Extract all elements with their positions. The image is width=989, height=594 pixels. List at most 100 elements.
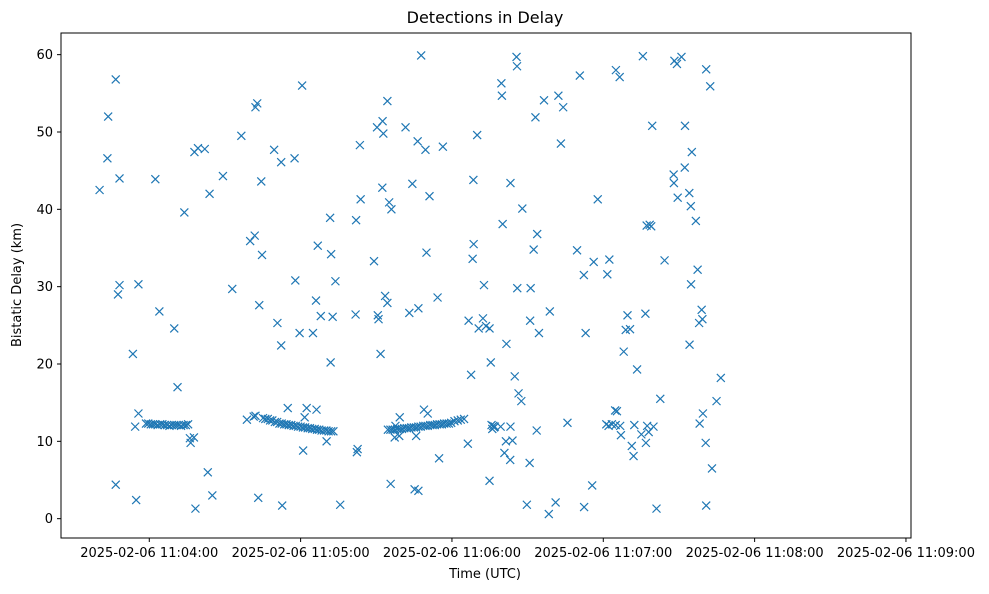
data-point [313, 241, 323, 251]
data-point [154, 306, 164, 316]
data-point [593, 194, 603, 204]
data-point [496, 78, 506, 88]
data-point [277, 501, 287, 510]
data-point [468, 175, 478, 185]
chart-title: Detections in Delay [407, 8, 564, 27]
data-point [411, 431, 421, 441]
data-point [456, 415, 466, 425]
data-point [579, 270, 589, 280]
data-point [687, 147, 697, 157]
data-point [295, 328, 305, 338]
data-point [499, 448, 509, 458]
data-point [685, 340, 694, 350]
data-point [173, 382, 182, 392]
data-point [464, 316, 474, 326]
data-point [102, 153, 112, 163]
data-point [680, 163, 690, 172]
y-tick-label: 0 [45, 512, 53, 527]
data-point [128, 349, 138, 359]
data-point [378, 129, 388, 138]
data-point [330, 276, 340, 286]
data-point [283, 403, 293, 413]
data-point [716, 373, 726, 383]
plot-frame [60, 32, 912, 539]
data-point [478, 313, 488, 323]
data-point [505, 455, 515, 465]
data-point [647, 121, 657, 131]
data-point [680, 121, 690, 131]
data-point [111, 74, 121, 84]
data-point [115, 280, 124, 290]
data-point [558, 102, 568, 112]
data-point [534, 328, 544, 338]
data-point [673, 193, 683, 203]
data-point [308, 328, 318, 338]
data-point [506, 178, 515, 188]
data-point [328, 312, 338, 322]
data-point [203, 467, 213, 477]
data-point [260, 414, 270, 424]
data-point [532, 426, 542, 435]
data-point [134, 279, 143, 289]
data-point [636, 429, 646, 439]
data-point [256, 177, 266, 186]
data-point [376, 349, 385, 359]
data-point [629, 420, 639, 430]
data-point [512, 61, 522, 71]
data-point [496, 422, 506, 432]
data-point [130, 422, 140, 432]
data-point [351, 215, 361, 225]
data-point [356, 194, 366, 204]
data-point [252, 98, 262, 108]
data-point [525, 458, 535, 468]
data-point [326, 358, 336, 367]
data-point [272, 318, 282, 328]
data-point [316, 311, 326, 321]
data-point [326, 426, 336, 436]
data-point [276, 157, 286, 167]
data-point [646, 221, 656, 231]
data-point [423, 409, 433, 418]
data-point [544, 509, 554, 519]
data-point [638, 51, 648, 61]
y-tick-label: 10 [36, 435, 53, 450]
data-point [463, 439, 473, 449]
data-point [611, 65, 621, 75]
data-point [401, 122, 410, 132]
data-points [95, 51, 726, 519]
data-point [322, 436, 332, 446]
data-point [677, 52, 686, 62]
data-point [189, 433, 199, 442]
data-point [382, 96, 392, 106]
data-point [378, 116, 388, 126]
data-point [629, 451, 638, 461]
data-point [615, 421, 625, 431]
data-point [660, 255, 670, 265]
data-point [351, 310, 361, 319]
data-point [466, 370, 476, 380]
data-point [649, 422, 658, 432]
data-point [697, 305, 707, 315]
data-point [444, 419, 454, 428]
data-point [532, 229, 542, 239]
data-point [625, 324, 635, 334]
data-point [502, 339, 511, 349]
data-point [312, 405, 321, 415]
data-point [290, 276, 300, 285]
data-point [526, 283, 536, 293]
data-point [433, 293, 442, 302]
data-point [707, 463, 717, 473]
data-point [531, 112, 540, 122]
data-point [691, 216, 701, 226]
data-point [311, 296, 321, 306]
x-tick-label: 2025-02-06 11:06:00 [383, 546, 521, 561]
data-point [384, 197, 394, 207]
data-point [369, 256, 379, 266]
data-point [553, 91, 563, 101]
data-point [186, 438, 196, 448]
data-point [632, 364, 642, 374]
data-point [693, 265, 703, 275]
data-point [506, 422, 515, 432]
y-tick-label: 60 [36, 48, 53, 63]
